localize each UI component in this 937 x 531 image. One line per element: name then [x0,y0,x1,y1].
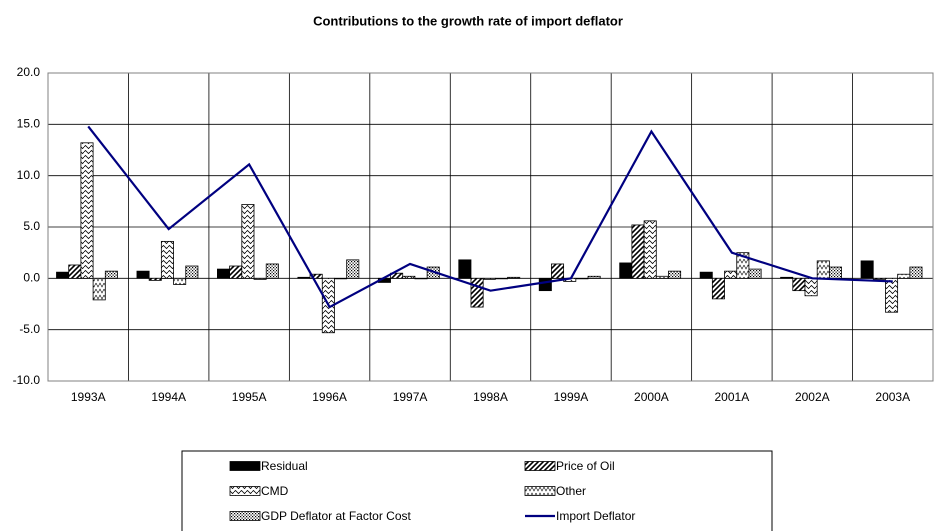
legend-label: CMD [261,484,289,498]
x-tick-label: 1996A [312,390,347,404]
bar [780,276,794,279]
bar [711,277,725,300]
bar [458,259,472,279]
legend-label: Other [556,484,586,498]
x-tick-label: 1998A [473,390,508,404]
bar [494,277,508,280]
bar [470,277,484,308]
legend-swatch [229,486,261,496]
x-tick-label: 2003A [875,390,910,404]
x-tick-label: 2001A [715,390,750,404]
bar [414,277,428,280]
y-tick-label: 10.0 [17,168,41,182]
legend-label: GDP Deflator at Factor Cost [261,509,411,523]
bar [724,270,738,279]
y-tick-label: -10.0 [13,373,41,387]
x-tick-label: 1999A [554,390,589,404]
bar [68,264,82,279]
bar [619,262,633,279]
bar [229,265,243,279]
bar [668,270,682,279]
y-tick-label: 0.0 [23,271,40,285]
bar [538,277,552,292]
y-tick-label: 20.0 [17,65,41,79]
bar [643,220,657,279]
legend-swatch [229,511,261,521]
y-tick-label: -5.0 [19,322,40,336]
bar [897,273,911,279]
bar [334,277,348,280]
line [87,125,893,309]
legend-swatch [229,461,261,471]
bar [173,277,187,285]
bar [309,273,323,279]
bar [104,270,118,279]
y-tick-label: 5.0 [23,219,40,233]
legend-label: Residual [261,459,308,473]
x-tick-label: 2002A [795,390,830,404]
bar [551,263,565,279]
plot-frame [47,72,934,382]
bar [297,276,311,279]
chart-title: Contributions to the growth rate of impo… [313,13,623,28]
bar [587,275,601,279]
legend-swatch [524,486,556,496]
bar [507,276,521,279]
legend-label: Price of Oil [556,459,615,473]
x-tick-label: 1995A [232,390,267,404]
legend-label: Import Deflator [556,509,635,523]
bar [909,266,923,279]
bar [346,259,360,279]
bar [136,270,150,279]
bar [872,277,886,280]
bar [482,277,496,280]
bar [217,268,231,279]
bar [148,277,162,281]
bar [160,240,174,279]
bar [885,277,899,313]
bar [816,260,830,279]
bar [390,272,404,279]
x-tick-label: 2000A [634,390,669,404]
bar [253,277,267,280]
bar [792,277,806,292]
bar [860,260,874,279]
bar [828,266,842,279]
x-tick-label: 1994A [151,390,186,404]
bar [655,275,669,279]
x-tick-label: 1993A [71,390,106,404]
bar [736,252,750,279]
bar [265,263,279,279]
bar [241,204,255,279]
y-tick-label: 15.0 [17,117,41,131]
bar [402,275,416,279]
bar [185,265,199,279]
bar [748,268,762,279]
bar [56,271,70,279]
bar [699,271,713,279]
bar [80,142,94,279]
bar [575,277,589,280]
bar [804,277,818,297]
x-tick-label: 1997A [393,390,428,404]
legend-swatch [524,461,556,471]
legend-box [181,450,773,531]
bar [92,277,106,301]
bar [631,224,645,279]
